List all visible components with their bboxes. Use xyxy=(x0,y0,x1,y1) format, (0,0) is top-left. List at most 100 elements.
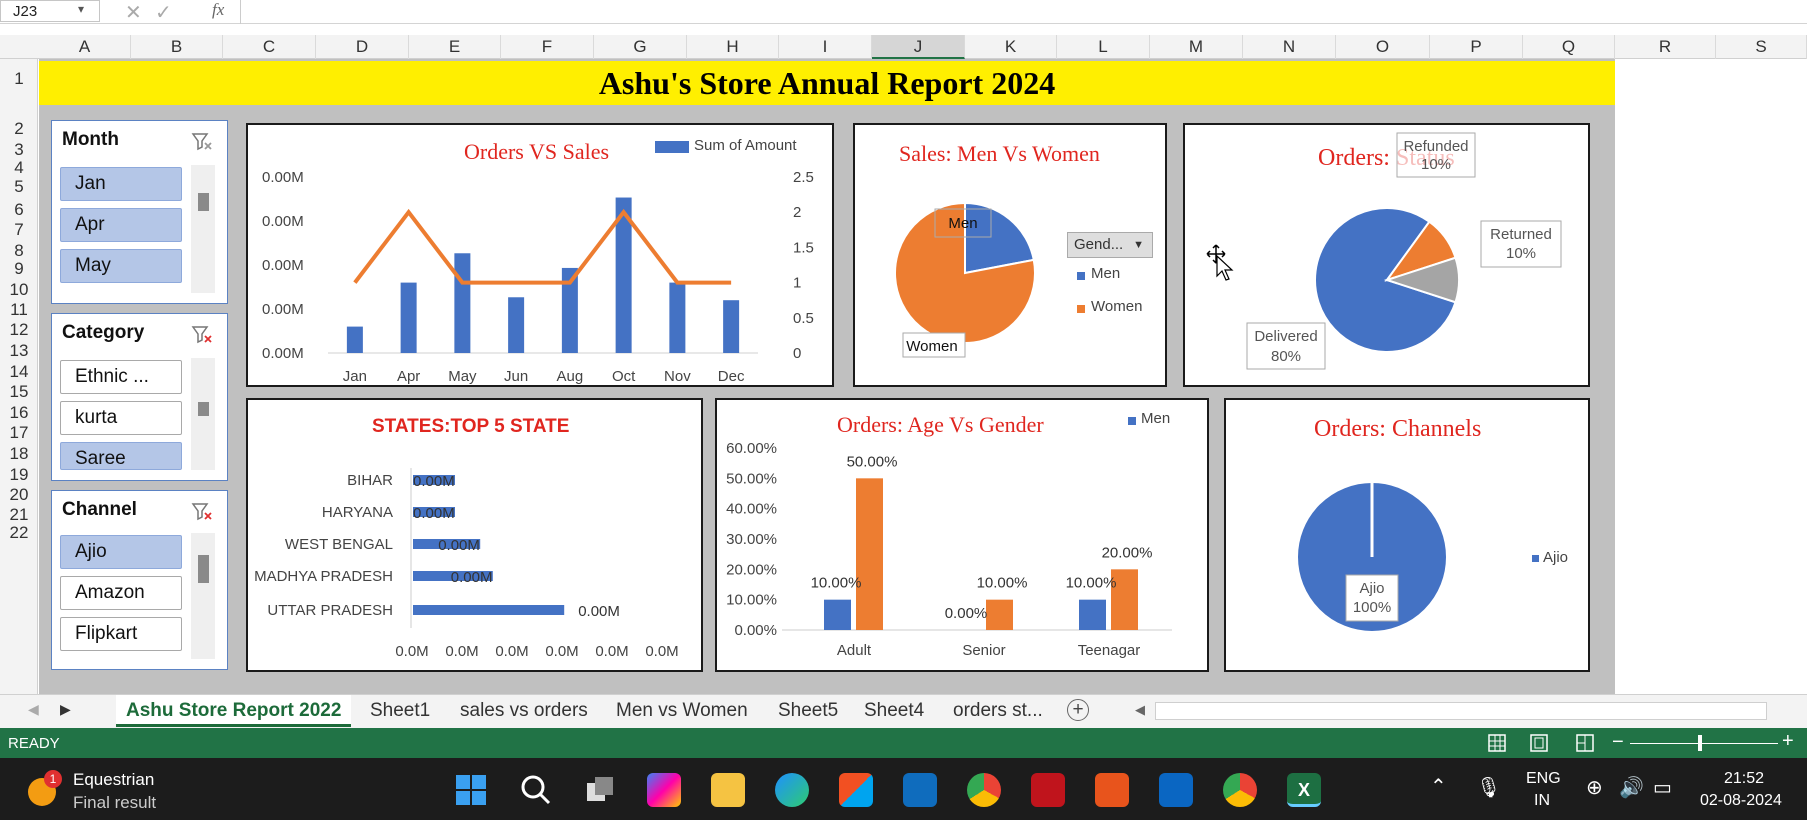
column-header-e[interactable]: E xyxy=(409,35,501,59)
row-header-18[interactable]: 18 xyxy=(9,444,29,463)
column-header-i[interactable]: I xyxy=(779,35,872,59)
network-icon[interactable]: ⊕ xyxy=(1586,777,1603,799)
app-icon[interactable] xyxy=(1095,773,1129,807)
name-box[interactable]: J23 xyxy=(0,0,100,22)
column-header-m[interactable]: M xyxy=(1150,35,1243,59)
scroll-left-icon[interactable]: ◀ xyxy=(1135,702,1145,717)
row-header-22[interactable]: 22 xyxy=(9,523,29,542)
scroll-thumb[interactable] xyxy=(198,402,209,416)
column-header-g[interactable]: G xyxy=(594,35,687,59)
sheet-tab-sheet5[interactable]: Sheet5 xyxy=(778,700,839,721)
store-icon[interactable] xyxy=(839,773,873,807)
column-header-c[interactable]: C xyxy=(223,35,316,59)
sheet-tab-sheet4[interactable]: Sheet4 xyxy=(864,700,925,721)
row-header-11[interactable]: 11 xyxy=(10,300,28,319)
row-header-9[interactable]: 9 xyxy=(14,259,24,278)
microphone-icon[interactable]: 🎙 xyxy=(1476,777,1502,799)
orders-status-chart[interactable]: Orders: Status Refunded 10% Returned 10% Del… xyxy=(1183,123,1590,387)
slicer-item-flipkart[interactable]: Flipkart xyxy=(60,617,182,651)
chevron-down-icon[interactable]: ▾ xyxy=(78,2,85,16)
column-header-p[interactable]: P xyxy=(1430,35,1523,59)
volume-icon[interactable]: 🔊 xyxy=(1619,777,1644,799)
column-header-b[interactable]: B xyxy=(131,35,223,59)
mail-icon[interactable] xyxy=(903,773,937,807)
top5-states-chart[interactable]: STATES:TOP 5 STATE BIHAR 0.00M HARYANA 0.00… xyxy=(246,398,703,672)
task-view-icon[interactable] xyxy=(583,773,617,807)
file-explorer-icon[interactable] xyxy=(711,773,745,807)
slicer-item-may[interactable]: May xyxy=(60,249,182,283)
row-header-20[interactable]: 20 xyxy=(9,485,29,504)
page-layout-icon[interactable] xyxy=(1530,734,1548,752)
slicer-item-ajio[interactable]: Ajio xyxy=(60,535,182,569)
slicer-item-jan[interactable]: Jan xyxy=(60,167,182,201)
normal-view-icon[interactable] xyxy=(1488,734,1506,752)
chrome-icon[interactable] xyxy=(967,773,1001,807)
slicer-item-saree[interactable]: Saree xyxy=(60,442,182,470)
slicer-scrollbar[interactable] xyxy=(191,533,215,659)
sheet-tab-orders-status[interactable]: orders st... xyxy=(953,700,1043,721)
column-header-d[interactable]: D xyxy=(316,35,409,59)
gender-filter-button[interactable]: Gend... ▼ xyxy=(1067,232,1153,258)
add-sheet-icon[interactable]: + xyxy=(1067,699,1089,721)
men-vs-women-chart[interactable]: Sales: Men Vs Women Men Women Gend... ▼ Me… xyxy=(853,123,1167,387)
column-header-r[interactable]: R xyxy=(1615,35,1716,59)
column-header-j[interactable]: J xyxy=(872,35,965,59)
horizontal-scrollbar[interactable] xyxy=(1155,702,1767,720)
fx-icon[interactable]: fx xyxy=(212,0,225,19)
row-header-13[interactable]: 13 xyxy=(9,341,29,360)
sheet-tab-ashu-store-report[interactable]: Ashu Store Report 2022 xyxy=(116,695,352,727)
empty-cells[interactable] xyxy=(1615,59,1807,694)
column-header-f[interactable]: F xyxy=(501,35,594,59)
windows-start-icon[interactable] xyxy=(454,773,488,807)
clock-date[interactable]: 02-08-2024 xyxy=(1700,792,1782,809)
column-header-k[interactable]: K xyxy=(965,35,1057,59)
row-header-7[interactable]: 7 xyxy=(14,220,24,239)
row-header-14[interactable]: 14 xyxy=(9,362,29,381)
next-sheet-icon[interactable]: ▶ xyxy=(60,701,71,717)
zoom-in-icon[interactable]: + xyxy=(1782,730,1794,752)
column-header-s[interactable]: S xyxy=(1716,35,1807,59)
prev-sheet-icon[interactable]: ◀ xyxy=(28,701,39,717)
slicer-item-kurta[interactable]: kurta xyxy=(60,401,182,435)
slicer-item-amazon[interactable]: Amazon xyxy=(60,576,182,610)
cancel-icon[interactable]: ✕ xyxy=(125,2,142,24)
row-header-12[interactable]: 12 xyxy=(9,320,29,339)
row-header-8[interactable]: 8 xyxy=(14,241,24,260)
slicer-item-apr[interactable]: Apr xyxy=(60,208,182,242)
clear-filter-icon[interactable] xyxy=(191,131,213,153)
language-code[interactable]: ENG xyxy=(1526,770,1561,787)
clear-filter-icon[interactable] xyxy=(191,324,213,346)
slicer-item-ethnic[interactable]: Ethnic ... xyxy=(60,360,182,394)
language-region[interactable]: IN xyxy=(1534,792,1550,809)
row-header-15[interactable]: 15 xyxy=(9,382,29,401)
column-header-l[interactable]: L xyxy=(1057,35,1150,59)
row-header-4[interactable]: 4 xyxy=(14,158,24,177)
sheet-tab-men-vs-women[interactable]: Men vs Women xyxy=(616,700,748,721)
weather-subtitle[interactable]: Final result xyxy=(73,793,157,812)
row-header-5[interactable]: 5 xyxy=(14,177,24,196)
column-header-h[interactable]: H xyxy=(687,35,779,59)
excel-icon[interactable]: X xyxy=(1287,773,1321,807)
age-vs-gender-chart[interactable]: Orders: Age Vs Gender Men 60.00% 50.00% 40… xyxy=(715,398,1209,672)
column-header-a[interactable]: A xyxy=(39,35,131,59)
row-header-21[interactable]: 21 xyxy=(9,505,29,524)
row-header-10[interactable]: 10 xyxy=(9,280,29,299)
row-header-6[interactable]: 6 xyxy=(14,200,24,219)
column-header-q[interactable]: Q xyxy=(1523,35,1615,59)
orders-channels-chart[interactable]: Orders: Channels Ajio 100% Ajio xyxy=(1224,398,1590,672)
remote-app-icon[interactable] xyxy=(1159,773,1193,807)
battery-icon[interactable]: ▭ xyxy=(1653,777,1672,799)
row-header-16[interactable]: 16 xyxy=(9,403,29,422)
sheet-tab-sales-vs-orders[interactable]: sales vs orders xyxy=(460,700,588,721)
row-header-3[interactable]: 3 xyxy=(14,140,24,159)
edge-icon[interactable] xyxy=(775,773,809,807)
sheet-tab-sheet1[interactable]: Sheet1 xyxy=(370,700,431,721)
row-header-1[interactable]: 1 xyxy=(14,69,24,88)
row-header-2[interactable]: 2 xyxy=(14,119,24,138)
chrome-profile-icon[interactable] xyxy=(1223,773,1257,807)
page-break-icon[interactable] xyxy=(1576,734,1594,752)
column-header-o[interactable]: O xyxy=(1336,35,1430,59)
slicer-scrollbar[interactable] xyxy=(191,165,215,293)
zoom-thumb[interactable] xyxy=(1698,735,1702,751)
channel-slicer[interactable]: Channel Ajio Amazon Flipkart xyxy=(51,490,228,670)
